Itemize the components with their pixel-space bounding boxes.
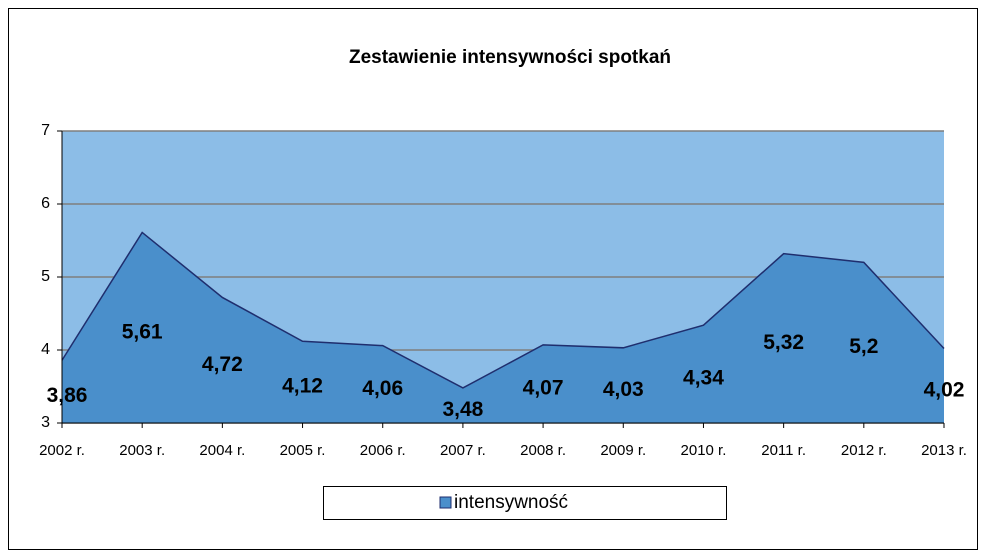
x-tick-label: 2012 r.	[841, 442, 887, 459]
data-label: 4,12	[282, 375, 323, 398]
y-tick-label: 4	[41, 341, 50, 358]
x-tick-label: 2010 r.	[681, 442, 727, 459]
data-label: 3,86	[47, 384, 88, 407]
line	[61, 231, 945, 389]
data-label: 3,48	[442, 398, 483, 421]
legend-label: intensywność	[454, 492, 568, 513]
data-label: 4,03	[603, 378, 644, 401]
x-tick-label: 2009 r.	[600, 442, 646, 459]
data-label: 5,2	[849, 335, 878, 358]
data-label: 4,34	[683, 367, 724, 390]
y-tick-label: 5	[41, 268, 50, 285]
legend-swatch	[439, 496, 452, 509]
data-label: 5,61	[122, 320, 163, 343]
chart-title: Zestawienie intensywności spotkań	[349, 47, 671, 68]
data-label: 4,06	[362, 377, 403, 400]
data-label: 5,32	[763, 331, 804, 354]
y-tick-label: 3	[41, 414, 50, 431]
x-tick-label: 2008 r.	[520, 442, 566, 459]
data-label: 4,02	[924, 378, 965, 401]
y-tick-label: 7	[41, 122, 50, 139]
data-label: 4,72	[202, 353, 243, 376]
area	[62, 232, 944, 423]
legend-box	[323, 486, 727, 520]
x-tick-label: 2011 r.	[761, 442, 806, 459]
data-label: 4,07	[523, 376, 564, 399]
x-tick-label: 2002 r.	[39, 442, 85, 459]
x-tick-label: 2007 r.	[440, 442, 486, 459]
y-tick-label: 6	[41, 195, 50, 212]
x-tick-label: 2013 r.	[921, 442, 967, 459]
x-tick-label: 2006 r.	[360, 442, 406, 459]
x-tick-label: 2003 r.	[119, 442, 165, 459]
x-tick-label: 2005 r.	[280, 442, 326, 459]
x-tick-label: 2004 r.	[199, 442, 245, 459]
